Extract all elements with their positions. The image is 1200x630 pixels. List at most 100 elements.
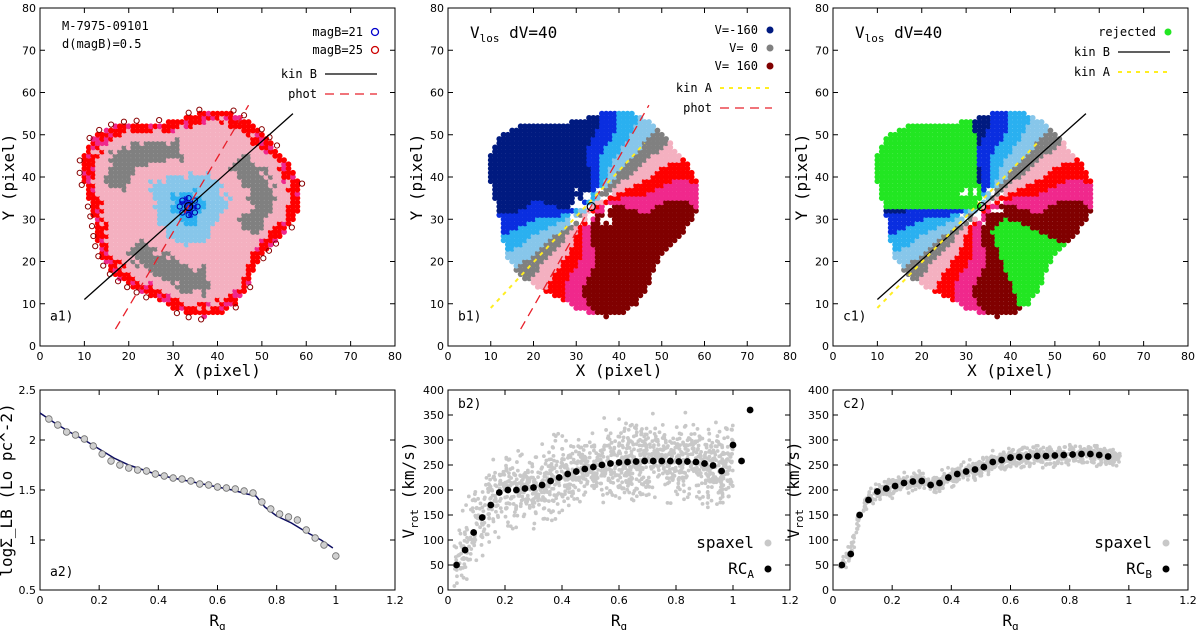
spaxel [108, 165, 114, 172]
spaxel [174, 191, 181, 197]
spaxel [148, 161, 154, 168]
spaxel [121, 195, 128, 202]
spaxel [201, 237, 208, 244]
spaxel [139, 131, 145, 138]
spaxel [103, 144, 110, 151]
spaxel [183, 275, 190, 282]
spaxel [658, 131, 665, 138]
spaxel [143, 140, 150, 147]
spaxel [130, 178, 137, 185]
spaxel [187, 279, 194, 286]
spaxel [179, 127, 185, 134]
spaxel [165, 131, 172, 138]
spaxel [116, 254, 123, 261]
spaxel [196, 157, 203, 164]
y-tick-label: 10 [430, 298, 444, 311]
spaxel [179, 250, 185, 256]
spaxel [143, 245, 150, 252]
spaxel [165, 169, 172, 176]
spaxel [183, 237, 190, 244]
spaxel [201, 220, 208, 227]
spaxel [174, 144, 181, 151]
spaxel [688, 169, 695, 176]
spaxel [108, 233, 114, 240]
spaxel [174, 152, 181, 159]
spaxel [143, 254, 150, 261]
spaxel [187, 119, 194, 125]
spaxel [646, 119, 652, 125]
spaxel [192, 224, 199, 231]
spaxel [121, 127, 128, 134]
spaxel [196, 212, 203, 218]
spaxel [165, 148, 172, 155]
spaxel [112, 233, 119, 240]
spaxel [99, 216, 106, 223]
spaxel [148, 123, 154, 130]
spaxel [196, 178, 203, 185]
spaxel [94, 131, 101, 138]
spaxel [196, 245, 203, 252]
spaxel [161, 258, 168, 265]
spaxel [134, 229, 141, 235]
isophote-marker [100, 262, 107, 269]
spaxel [165, 283, 172, 290]
spaxel [165, 250, 172, 256]
spaxel [130, 195, 137, 202]
spaxel [130, 148, 137, 155]
spaxel [121, 250, 128, 256]
x-tick-label: 80 [388, 350, 402, 363]
spaxel [161, 292, 168, 299]
spaxel [972, 216, 978, 223]
spaxel [161, 169, 168, 176]
spaxel [161, 178, 168, 185]
spaxel [148, 224, 154, 231]
spaxel [143, 136, 150, 142]
spaxel [90, 195, 97, 202]
spaxel [201, 182, 208, 189]
spaxel [267, 140, 274, 147]
spaxel [161, 191, 168, 197]
spaxel [161, 237, 168, 244]
spaxel [112, 127, 119, 134]
spaxel [116, 233, 123, 240]
spaxel [125, 169, 132, 176]
spaxel [170, 207, 177, 214]
spaxel [187, 309, 194, 316]
spaxel [156, 191, 163, 197]
spaxel [187, 144, 194, 151]
spaxel [245, 119, 252, 125]
spaxel [108, 224, 114, 231]
spaxel [121, 254, 128, 261]
spaxel [103, 212, 110, 218]
spaxel [152, 165, 159, 172]
x-tick-label: 60 [698, 350, 712, 363]
spaxel [174, 229, 181, 235]
spaxel [1020, 110, 1027, 117]
spaxel [179, 169, 185, 176]
spaxel [156, 169, 163, 176]
spaxel [179, 140, 185, 147]
spaxel [179, 275, 185, 282]
y-tick-label: 20 [22, 256, 36, 269]
spaxel [201, 229, 208, 235]
spaxel [143, 203, 150, 210]
spaxel [90, 178, 97, 185]
spaxel [196, 169, 203, 176]
y-tick-label: 50 [22, 129, 36, 142]
spaxel [121, 233, 128, 240]
spaxel [112, 178, 119, 185]
spaxel [165, 275, 172, 282]
spaxel [148, 195, 154, 202]
spaxel [170, 203, 177, 210]
spaxel [165, 127, 172, 134]
spaxel [85, 165, 92, 172]
spaxel [112, 241, 119, 248]
spaxel [196, 275, 203, 282]
spaxel [103, 199, 110, 206]
spaxel [94, 152, 101, 159]
legend-label: kin A [676, 81, 713, 95]
spaxel [134, 161, 141, 168]
spaxel [187, 262, 194, 269]
spaxel [121, 186, 128, 193]
spaxel [99, 148, 106, 155]
